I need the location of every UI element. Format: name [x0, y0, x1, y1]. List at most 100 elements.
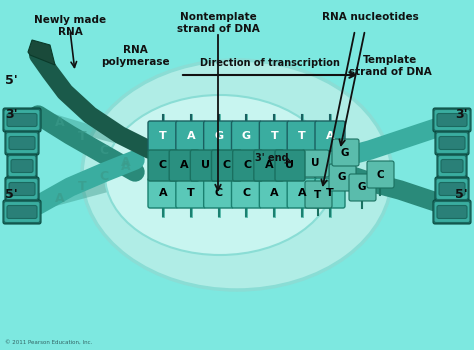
FancyBboxPatch shape — [6, 133, 38, 154]
FancyBboxPatch shape — [367, 161, 394, 188]
Text: C: C — [100, 144, 109, 156]
FancyBboxPatch shape — [433, 108, 471, 132]
Text: U: U — [201, 160, 210, 170]
Text: G: G — [338, 173, 346, 182]
FancyBboxPatch shape — [275, 150, 305, 181]
FancyBboxPatch shape — [437, 154, 467, 178]
FancyBboxPatch shape — [437, 113, 467, 126]
Text: 3' end: 3' end — [255, 153, 289, 163]
Text: RNA
polymerase: RNA polymerase — [100, 45, 169, 66]
Text: 5': 5' — [5, 74, 18, 86]
Text: A: A — [55, 116, 65, 128]
Text: C: C — [242, 188, 251, 198]
FancyBboxPatch shape — [315, 121, 345, 151]
FancyBboxPatch shape — [204, 178, 234, 208]
FancyBboxPatch shape — [211, 150, 241, 181]
Text: 5': 5' — [455, 189, 468, 202]
FancyBboxPatch shape — [287, 178, 317, 208]
FancyBboxPatch shape — [435, 177, 469, 201]
FancyBboxPatch shape — [5, 177, 39, 201]
FancyBboxPatch shape — [302, 150, 329, 177]
Text: A: A — [270, 188, 279, 198]
FancyBboxPatch shape — [438, 155, 466, 176]
FancyBboxPatch shape — [439, 182, 465, 196]
Text: G: G — [341, 147, 349, 158]
FancyBboxPatch shape — [8, 155, 36, 176]
Text: T: T — [187, 188, 195, 198]
Text: T: T — [326, 188, 334, 198]
FancyBboxPatch shape — [439, 136, 465, 149]
Text: 3': 3' — [5, 108, 18, 121]
Text: T: T — [298, 131, 306, 141]
Text: T: T — [159, 131, 167, 141]
Text: G: G — [242, 131, 251, 141]
Text: C: C — [159, 160, 167, 170]
Text: U: U — [311, 159, 319, 168]
FancyBboxPatch shape — [7, 205, 37, 218]
FancyBboxPatch shape — [148, 121, 178, 151]
FancyBboxPatch shape — [254, 150, 284, 181]
Text: G: G — [358, 182, 366, 192]
FancyBboxPatch shape — [231, 178, 262, 208]
FancyBboxPatch shape — [259, 121, 289, 151]
FancyBboxPatch shape — [434, 110, 470, 131]
FancyBboxPatch shape — [169, 150, 199, 181]
Text: A: A — [187, 131, 195, 141]
FancyBboxPatch shape — [259, 178, 289, 208]
Text: A: A — [180, 160, 189, 170]
Text: C: C — [222, 160, 230, 170]
FancyBboxPatch shape — [9, 182, 35, 196]
Text: A: A — [55, 191, 65, 204]
Text: T: T — [78, 181, 86, 194]
Polygon shape — [28, 40, 55, 65]
Text: A: A — [159, 188, 167, 198]
Text: A: A — [264, 160, 273, 170]
FancyBboxPatch shape — [436, 133, 468, 154]
FancyBboxPatch shape — [441, 160, 463, 173]
FancyBboxPatch shape — [148, 150, 178, 181]
FancyBboxPatch shape — [9, 136, 35, 149]
FancyBboxPatch shape — [11, 160, 33, 173]
Text: 3': 3' — [455, 108, 468, 121]
FancyBboxPatch shape — [435, 131, 469, 155]
Text: C: C — [244, 160, 252, 170]
FancyBboxPatch shape — [305, 181, 332, 208]
FancyBboxPatch shape — [437, 205, 467, 218]
FancyBboxPatch shape — [433, 200, 471, 224]
Text: U: U — [285, 160, 294, 170]
FancyBboxPatch shape — [5, 131, 39, 155]
Text: T: T — [78, 130, 86, 142]
FancyBboxPatch shape — [315, 178, 345, 208]
Text: A: A — [121, 161, 131, 174]
FancyBboxPatch shape — [434, 202, 470, 223]
Text: © 2011 Pearson Education, Inc.: © 2011 Pearson Education, Inc. — [5, 340, 92, 345]
Text: A: A — [326, 131, 334, 141]
Text: A: A — [121, 155, 131, 168]
Text: T: T — [314, 189, 322, 200]
Text: Direction of transcription: Direction of transcription — [200, 58, 340, 68]
Text: T: T — [271, 131, 278, 141]
Text: G: G — [214, 131, 223, 141]
Text: Template
strand of DNA: Template strand of DNA — [348, 55, 431, 77]
FancyBboxPatch shape — [4, 202, 40, 223]
FancyBboxPatch shape — [176, 121, 206, 151]
FancyBboxPatch shape — [231, 121, 262, 151]
FancyBboxPatch shape — [332, 139, 359, 166]
Text: C: C — [376, 169, 384, 180]
FancyBboxPatch shape — [349, 174, 376, 201]
FancyBboxPatch shape — [287, 121, 317, 151]
Text: 5': 5' — [5, 189, 18, 202]
FancyBboxPatch shape — [233, 150, 263, 181]
FancyBboxPatch shape — [329, 164, 356, 191]
FancyBboxPatch shape — [204, 121, 234, 151]
Text: RNA nucleotides: RNA nucleotides — [322, 12, 419, 22]
FancyBboxPatch shape — [4, 110, 40, 131]
FancyBboxPatch shape — [148, 178, 178, 208]
FancyBboxPatch shape — [3, 108, 41, 132]
FancyBboxPatch shape — [6, 178, 38, 199]
FancyBboxPatch shape — [191, 150, 220, 181]
FancyBboxPatch shape — [7, 154, 37, 178]
Ellipse shape — [82, 60, 392, 290]
Text: C: C — [100, 169, 109, 182]
Ellipse shape — [105, 95, 335, 255]
